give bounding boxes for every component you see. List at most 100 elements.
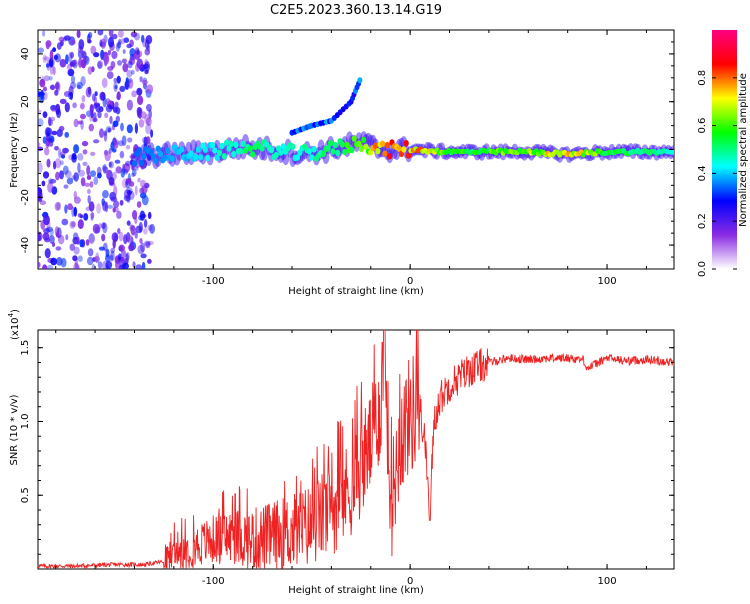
- noise-blob: [65, 54, 69, 65]
- noise-blob: [140, 242, 146, 253]
- x-tick-label: 100: [598, 276, 617, 287]
- noise-blob: [145, 123, 152, 135]
- noise-blob: [98, 106, 104, 113]
- noise-blob: [68, 91, 73, 100]
- noise-blob: [77, 153, 84, 161]
- noise-blob: [70, 39, 76, 45]
- noise-blob: [97, 61, 103, 69]
- noise-blob: [56, 257, 63, 266]
- noise-blob: [65, 234, 69, 241]
- noise-blob: [140, 253, 147, 259]
- ridge-mark: [216, 149, 223, 156]
- ridge-mark: [233, 141, 239, 149]
- noise-blob: [102, 200, 107, 212]
- noise-blob: [113, 200, 120, 208]
- noise-blob: [102, 190, 109, 199]
- noise-blob: [77, 162, 81, 173]
- noise-blob: [128, 243, 135, 252]
- noise-blob: [81, 140, 89, 147]
- noise-blob: [128, 77, 134, 89]
- noise-blob: [49, 58, 54, 67]
- noise-blob: [108, 30, 114, 38]
- noise-blob: [110, 247, 115, 254]
- noise-blob: [73, 172, 79, 182]
- colorbar-gradient: [712, 30, 737, 269]
- ridge-mark: [268, 146, 275, 154]
- noise-blob: [141, 261, 146, 269]
- noise-blob: [64, 131, 69, 138]
- noise-blob: [99, 91, 105, 101]
- ridge-mark: [382, 150, 388, 157]
- noise-blob: [149, 223, 156, 234]
- ridge-mark: [332, 141, 338, 149]
- noise-blob: [119, 85, 126, 92]
- ridge-mark: [221, 153, 227, 160]
- ridge-mark: [384, 141, 390, 149]
- noise-blob: [127, 137, 133, 143]
- noise-blob: [43, 75, 50, 82]
- noise-blob: [80, 76, 86, 86]
- noise-blob: [42, 171, 50, 179]
- noise-blob: [43, 214, 50, 226]
- noise-blob: [121, 135, 127, 146]
- noise-blob: [108, 177, 115, 186]
- noise-blob: [117, 228, 121, 234]
- noise-blob: [85, 239, 90, 246]
- noise-blob: [141, 34, 145, 43]
- colorbar-ticks: 0.0 0.2 0.4 0.6 0.8: [697, 70, 737, 277]
- noise-blob: [80, 59, 87, 69]
- noise-blob: [102, 163, 107, 174]
- noise-blob: [125, 253, 129, 265]
- noise-blob: [134, 216, 138, 225]
- noise-blob: [67, 68, 75, 77]
- noise-blob: [130, 69, 135, 75]
- noise-blob: [112, 171, 117, 180]
- ridge-mark: [139, 159, 145, 166]
- noise-blob: [72, 255, 78, 262]
- spectrogram-panel: -100 0 100 -40 -20 0 20 40 Height of straight l…: [9, 29, 675, 297]
- noise-blob: [106, 204, 114, 209]
- noise-blob: [49, 84, 56, 91]
- noise-blob: [97, 30, 104, 36]
- noise-blob: [44, 237, 51, 243]
- noise-blob: [81, 50, 87, 59]
- noise-blob: [80, 177, 86, 187]
- noise-blob: [70, 51, 74, 59]
- noise-blob: [84, 182, 91, 187]
- noise-blob: [68, 52, 72, 63]
- spectrogram-ticks: -100 0 100 -40 -20 0 20 40: [20, 29, 674, 287]
- y-tick-label: -20: [20, 189, 31, 205]
- noise-blob: [118, 30, 124, 38]
- noise-blob: [120, 122, 124, 132]
- noise-blob: [88, 32, 93, 39]
- noise-blob: [69, 61, 75, 67]
- noise-blob: [131, 172, 136, 177]
- noise-blob: [144, 48, 151, 56]
- noise-blob: [87, 39, 92, 44]
- colorbar-tick-label: 0.6: [697, 118, 708, 134]
- noise-blob: [94, 102, 101, 108]
- spectrogram-ylabel: Frequency (Hz): [9, 112, 20, 188]
- noise-blob: [54, 89, 59, 96]
- noise-blob: [46, 264, 54, 269]
- ridge-mark: [290, 143, 296, 150]
- noise-blob: [105, 254, 111, 263]
- noise-blob: [73, 246, 80, 255]
- noise-blob: [124, 80, 131, 90]
- noise-blob: [99, 128, 104, 139]
- noise-blob: [83, 213, 89, 221]
- noise-blob: [73, 262, 79, 269]
- noise-blob: [49, 137, 54, 147]
- noise-blob: [101, 77, 108, 88]
- noise-blob: [116, 75, 121, 84]
- ridge-mark: [212, 147, 218, 154]
- ridge-mark: [670, 149, 674, 155]
- noise-blob: [62, 147, 69, 154]
- noise-blob: [102, 166, 109, 174]
- noise-blob: [103, 131, 108, 142]
- noise-blob: [51, 242, 56, 247]
- noise-blob: [90, 45, 97, 55]
- noise-blob: [67, 203, 73, 211]
- noise-blob: [105, 265, 110, 269]
- noise-blob: [77, 219, 84, 230]
